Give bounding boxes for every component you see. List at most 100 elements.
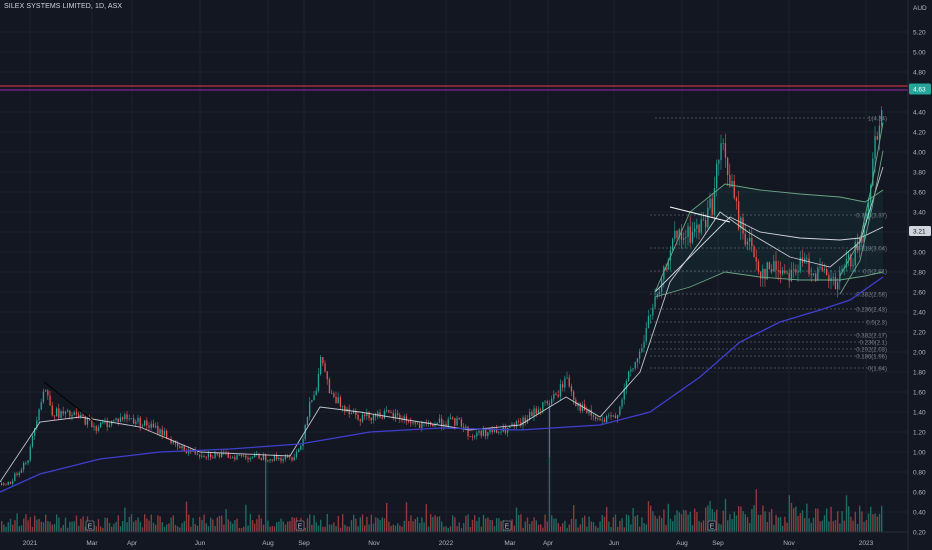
volume-bar (238, 527, 240, 532)
volume-bar (155, 524, 157, 532)
candle-body (535, 408, 537, 415)
volume-bar (489, 519, 491, 532)
candle-body (839, 271, 841, 282)
volume-bar (82, 516, 84, 532)
candle-body (786, 272, 788, 274)
volume-bar (262, 524, 265, 532)
volume-bar (815, 508, 817, 532)
candle (276, 452, 278, 461)
volume-bar (790, 502, 793, 532)
candle (610, 411, 612, 420)
candle (685, 229, 687, 249)
candle-body (383, 410, 386, 419)
volume-bar (694, 508, 696, 532)
secondary-badge-bg (909, 226, 931, 236)
fib-level-label: 0.786(3.37) (856, 214, 887, 220)
candle-body (749, 237, 751, 242)
candle-body (667, 260, 669, 270)
volume-bar (568, 524, 570, 532)
volume-bar (830, 506, 832, 532)
symbol-title: SILEX SYSTEMS LIMITED, 1D, ASX (4, 3, 123, 10)
candle (93, 422, 95, 431)
volume-bar (388, 521, 390, 532)
volume-bar (304, 527, 306, 532)
candle-body (656, 294, 658, 297)
candle-body (834, 277, 837, 290)
volume-bar (634, 516, 636, 532)
volume-bar (58, 517, 60, 532)
volume-bar (458, 522, 460, 532)
candle-body (542, 402, 544, 411)
candle-body (388, 410, 390, 413)
candle (702, 211, 705, 221)
candle (733, 174, 735, 200)
candle (278, 456, 280, 462)
candle (128, 414, 130, 422)
time-tick-label: Jun (195, 540, 206, 547)
price-tick-label: 2.40 (913, 310, 926, 317)
candle-body (760, 271, 762, 279)
candle-body (795, 269, 797, 273)
candle (73, 410, 75, 416)
candle (155, 422, 157, 429)
candle (322, 357, 324, 367)
candle-body (31, 435, 34, 447)
candle-body (427, 422, 430, 423)
volume-bar (658, 515, 661, 532)
candle (641, 343, 643, 354)
candle-body (201, 455, 203, 457)
volume-bar (639, 526, 641, 532)
candle (144, 420, 146, 427)
secondary-price-badge: 3.21 (909, 226, 931, 236)
candle-body (625, 380, 628, 389)
volume-bar (115, 521, 117, 532)
volume-bar (218, 515, 221, 532)
candle (313, 391, 315, 401)
candle (326, 370, 328, 385)
candle (53, 415, 56, 421)
volume-bar (579, 524, 581, 532)
candle (331, 389, 333, 395)
volume-bar (130, 514, 133, 532)
candle-body (806, 258, 808, 260)
volume-bar (350, 520, 353, 532)
candle (84, 415, 86, 426)
volume-bar (31, 526, 34, 532)
candle-body (766, 262, 768, 280)
candle-body (810, 273, 812, 276)
volume-bar (542, 527, 544, 532)
candle (476, 430, 478, 440)
volume-bar (434, 515, 436, 532)
fib-level-label: 0.382(2.17) (856, 334, 887, 340)
candle (729, 163, 731, 188)
candle-body (408, 421, 410, 422)
volume-bar (42, 522, 45, 532)
volume-bar (656, 518, 658, 532)
time-axis: 2021 Mar Apr Jun Aug Sep Nov 2022 Mar Apr Jun Aug Se… (0, 531, 908, 550)
volume-bar (236, 518, 238, 532)
earnings-box (502, 520, 512, 531)
volume-bar (702, 520, 705, 532)
candle (625, 378, 628, 395)
candle-body (779, 270, 782, 274)
currency-label: AUD (913, 5, 927, 12)
volume-bar (698, 520, 700, 532)
volume-bar (865, 520, 867, 532)
candle-body (130, 418, 133, 420)
candle (106, 417, 108, 432)
candle (623, 383, 625, 405)
candle-body (471, 436, 474, 438)
candle-body (718, 160, 720, 164)
earnings-marker: E (502, 520, 512, 531)
candle (881, 106, 883, 132)
volume-bar (608, 521, 610, 532)
candle (524, 414, 526, 426)
indicator-lines (0, 122, 884, 493)
candle (555, 392, 557, 396)
volume-bar (348, 526, 350, 532)
candle (636, 357, 639, 369)
candle-body (753, 246, 755, 258)
candle-body (249, 457, 251, 460)
volume-bar (782, 525, 784, 532)
